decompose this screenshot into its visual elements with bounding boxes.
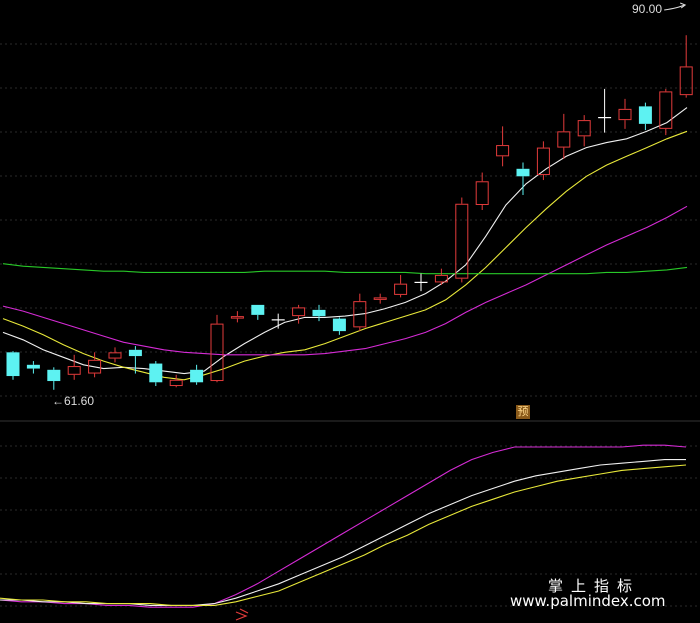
candle-body — [659, 91, 673, 129]
candle — [312, 304, 326, 322]
crossover-signal-icon — [235, 608, 249, 621]
candle — [516, 162, 530, 196]
candle — [190, 364, 204, 385]
indicator-lines — [0, 444, 687, 608]
indicator-line-magenta — [0, 444, 687, 608]
candle — [598, 88, 612, 133]
low-price-label: ←61.60 — [52, 394, 94, 408]
candle — [128, 346, 142, 374]
candle-body — [577, 120, 591, 137]
candle-body — [108, 352, 122, 359]
candle-body — [455, 203, 469, 279]
candle-body — [230, 316, 244, 319]
candle-body — [47, 369, 61, 382]
candle-body — [638, 106, 652, 124]
candle-body — [536, 147, 550, 176]
annotations — [235, 2, 687, 621]
candle — [251, 304, 265, 320]
candle — [557, 113, 571, 159]
candle — [169, 374, 183, 388]
candle — [108, 347, 122, 363]
candle-body — [251, 304, 265, 315]
candle — [618, 98, 632, 129]
high-price-label: 90.00 — [631, 2, 662, 16]
candle-body — [67, 366, 81, 375]
candle — [577, 115, 591, 147]
candle-body — [88, 359, 102, 374]
candle-body — [6, 352, 20, 377]
candle — [88, 352, 102, 378]
candle — [26, 361, 40, 374]
candle-body — [618, 108, 632, 121]
candle — [455, 197, 469, 283]
candle — [434, 268, 448, 285]
candle — [332, 317, 346, 335]
candle — [210, 314, 224, 383]
high-arrow-head-icon — [680, 2, 687, 9]
ma-line-yellow — [2, 130, 688, 381]
candle-body — [169, 379, 183, 387]
candle — [679, 35, 693, 98]
indicator-line-yellow — [0, 464, 687, 606]
watermark-url: www.palmindex.com — [510, 592, 666, 610]
candle-body — [210, 323, 224, 382]
candle — [292, 304, 306, 324]
candle-body — [496, 145, 510, 157]
candle-body — [434, 274, 448, 283]
candle-body — [292, 307, 306, 317]
forecast-badge: 预 — [516, 405, 530, 419]
candle-body — [190, 369, 204, 383]
candle-body — [332, 318, 346, 332]
candle — [496, 126, 510, 167]
candle — [536, 141, 550, 181]
left-arrow-icon: ← — [52, 394, 64, 408]
grid-lines — [0, 43, 700, 607]
candle — [373, 293, 387, 304]
ma-line-green — [2, 263, 688, 275]
low-price-value: 61.60 — [64, 394, 95, 408]
ma-line-magenta — [2, 205, 688, 356]
candle — [230, 311, 244, 323]
candle-body — [475, 181, 489, 206]
candle — [414, 273, 428, 292]
candle — [353, 293, 367, 332]
candle — [6, 351, 20, 380]
watermark-cn: 掌上指标 — [548, 577, 641, 595]
candle — [638, 102, 652, 131]
candle-body — [353, 301, 367, 328]
candle-body — [312, 309, 326, 317]
candle — [67, 354, 81, 380]
candle-body — [557, 131, 571, 148]
candle-body — [679, 66, 693, 96]
candle — [47, 367, 61, 390]
candle — [475, 172, 489, 210]
candle-body — [26, 364, 40, 369]
candle — [394, 274, 408, 298]
candle-body — [373, 297, 387, 300]
moving-average-lines — [2, 107, 688, 381]
candlesticks — [6, 35, 693, 390]
candle-body — [149, 363, 163, 383]
candle — [149, 361, 163, 387]
high-arrow-icon — [664, 4, 685, 11]
candle-body — [394, 283, 408, 295]
candle-body — [516, 168, 530, 177]
candle — [271, 313, 285, 329]
candle-body — [128, 349, 142, 357]
ma-line-white — [2, 107, 688, 375]
candle — [659, 88, 673, 136]
